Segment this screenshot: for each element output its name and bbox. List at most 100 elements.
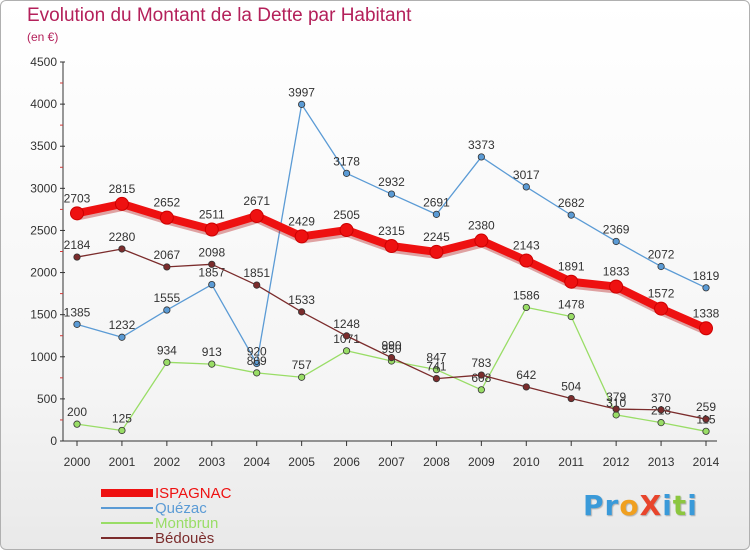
chart-title: Evolution du Montant de la Dette par Hab… [27, 5, 412, 26]
y-tick-label: 4500 [30, 55, 57, 69]
data-point [253, 359, 261, 368]
data-label: 1851 [243, 266, 270, 280]
data-point [342, 347, 351, 355]
data-label: 200 [67, 405, 87, 419]
data-point [118, 333, 126, 341]
data-point [118, 426, 126, 435]
data-label: 2932 [378, 175, 405, 189]
y-tick-label: 0 [50, 434, 57, 448]
logo-letter: i [687, 489, 698, 522]
data-label: 847 [426, 351, 446, 365]
logo-letter: X [639, 489, 663, 522]
line-chart: 0 500 1000 1500 2000 2500 3000 3500 4000 4500 2000… [30, 55, 720, 469]
data-label: 990 [381, 339, 401, 353]
data-label: 3178 [333, 154, 360, 168]
legend-swatch [101, 489, 153, 497]
data-label: 642 [516, 368, 536, 382]
data-label: 2815 [109, 182, 136, 196]
x-tick-label: 2006 [333, 455, 360, 469]
legend-item: ISPAGNAC [101, 485, 301, 502]
data-label: 2429 [288, 214, 315, 228]
legend-label: ISPAGNAC [155, 485, 232, 502]
data-point [612, 405, 620, 413]
x-tick-label: 2013 [648, 455, 675, 469]
data-label: 1857 [198, 266, 225, 280]
data-label: 1819 [693, 269, 720, 283]
data-point [699, 321, 713, 336]
data-label: 1891 [558, 260, 585, 274]
data-point [432, 366, 441, 374]
data-point [522, 303, 530, 312]
data-point [387, 190, 396, 198]
data-label: 1555 [154, 291, 181, 305]
proxiti-logo: ProXiti [583, 489, 698, 522]
data-label: 1478 [558, 298, 585, 312]
legend-swatch [101, 522, 153, 524]
data-point [294, 229, 309, 244]
data-point [159, 210, 174, 225]
data-point [654, 301, 669, 316]
legend-label: Montbrun [155, 515, 219, 532]
data-point [253, 281, 261, 289]
data-label: 3373 [468, 138, 495, 152]
data-label: 920 [247, 345, 267, 359]
y-tick-label: 1500 [30, 308, 57, 322]
data-label: 783 [471, 356, 491, 370]
x-tick-label: 2012 [603, 455, 630, 469]
data-label: 809 [247, 354, 267, 368]
data-point [298, 100, 306, 108]
legend-item: Bédouès [101, 530, 301, 547]
chart-unit: (en €) [27, 30, 59, 44]
data-point [204, 222, 219, 237]
data-point [519, 253, 534, 268]
data-point [522, 183, 530, 191]
data-point [474, 233, 489, 248]
data-label: 2315 [378, 224, 405, 238]
data-point [612, 237, 620, 246]
data-label: 370 [651, 391, 671, 405]
data-point [702, 415, 710, 423]
data-label: 2652 [154, 196, 181, 210]
data-label: 2703 [64, 191, 91, 205]
logo-letter: P [583, 489, 605, 522]
data-point [657, 406, 665, 414]
data-point [702, 427, 710, 435]
logo-letter: r [604, 489, 620, 522]
series-line-montbrun [76, 306, 707, 432]
data-label: 125 [112, 411, 132, 425]
data-label: 2072 [648, 247, 675, 261]
data-point [208, 280, 216, 289]
x-tick-label: 2008 [423, 455, 450, 469]
data-point [298, 373, 306, 381]
data-label: 379 [606, 390, 626, 404]
x-tick-label: 2001 [109, 455, 136, 469]
legend-swatch [101, 537, 153, 539]
data-point [249, 209, 264, 224]
data-label: 2682 [558, 196, 585, 210]
logo-letter: t [672, 489, 688, 522]
data-point [567, 394, 575, 403]
data-point [114, 196, 129, 211]
data-point [432, 374, 441, 383]
y-tick-label: 1000 [30, 350, 57, 364]
legend-item: Quézac [101, 500, 301, 517]
data-label: 1385 [64, 305, 91, 319]
data-point [429, 244, 444, 259]
data-label: 3017 [513, 168, 540, 182]
data-label: 913 [202, 345, 222, 359]
data-point [118, 245, 126, 253]
data-label: 934 [157, 343, 177, 357]
legend-swatch [101, 507, 153, 509]
x-tick-label: 2010 [513, 455, 540, 469]
y-tick-label: 500 [37, 392, 57, 406]
data-label: 2369 [603, 222, 630, 236]
data-label: 1533 [288, 293, 315, 307]
data-label: 2280 [109, 230, 136, 244]
data-point [208, 260, 216, 268]
data-label: 504 [561, 380, 581, 394]
data-label: 310 [606, 396, 626, 410]
data-point [70, 206, 84, 221]
data-point [477, 371, 485, 379]
x-tick-label: 2004 [243, 455, 270, 469]
data-point [342, 332, 351, 340]
